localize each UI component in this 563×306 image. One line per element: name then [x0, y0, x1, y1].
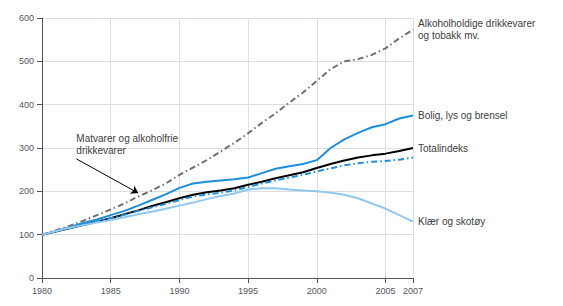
svg-text:2005: 2005 [376, 286, 396, 296]
svg-text:2007: 2007 [403, 286, 423, 296]
svg-text:100: 100 [19, 230, 34, 240]
svg-text:Bolig, lys og brensel: Bolig, lys og brensel [418, 110, 508, 121]
svg-text:300: 300 [19, 143, 34, 153]
svg-text:500: 500 [19, 56, 34, 66]
svg-text:1995: 1995 [238, 286, 258, 296]
svg-text:0: 0 [29, 273, 34, 283]
svg-text:2000: 2000 [307, 286, 327, 296]
svg-text:1990: 1990 [169, 286, 189, 296]
svg-text:Matvarer og alkoholfrie: Matvarer og alkoholfrie [76, 133, 178, 144]
svg-text:Alkoholholdige drikkevarer: Alkoholholdige drikkevarer [418, 18, 536, 29]
svg-text:1985: 1985 [101, 286, 121, 296]
svg-text:og tobakk mv.: og tobakk mv. [418, 30, 480, 41]
svg-text:drikkevarer: drikkevarer [76, 145, 126, 156]
svg-text:1980: 1980 [32, 286, 52, 296]
svg-text:200: 200 [19, 186, 34, 196]
svg-text:600: 600 [19, 13, 34, 23]
svg-text:Totalindeks: Totalindeks [418, 143, 468, 154]
svg-text:Klær og skotøy: Klær og skotøy [418, 216, 485, 227]
svg-text:400: 400 [19, 100, 34, 110]
